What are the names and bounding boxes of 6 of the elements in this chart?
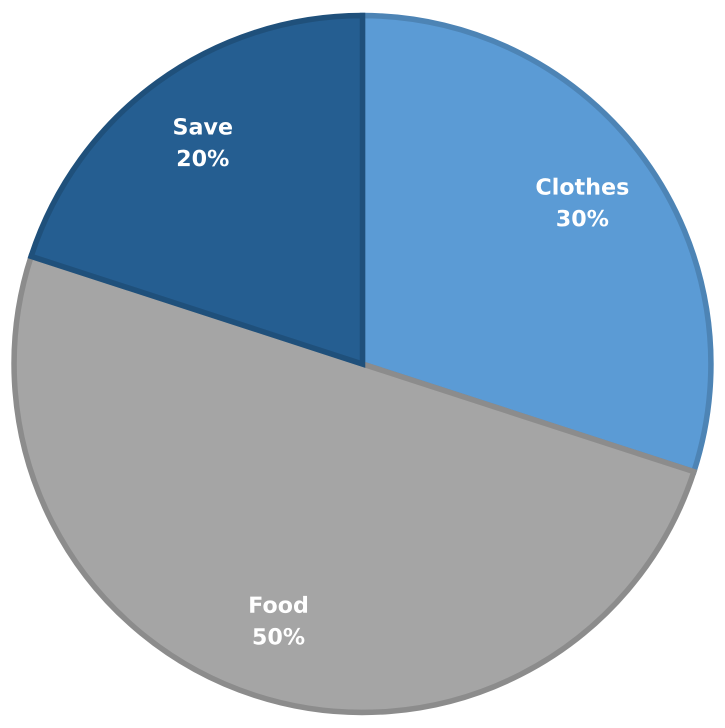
slice-label: Save [174, 118, 232, 135]
slice-label: Clothes [536, 178, 628, 195]
data-label: 50% [254, 628, 304, 645]
data-label: 30% [557, 210, 608, 227]
slice-label: Food [250, 596, 308, 614]
data-label: 20% [178, 150, 229, 166]
